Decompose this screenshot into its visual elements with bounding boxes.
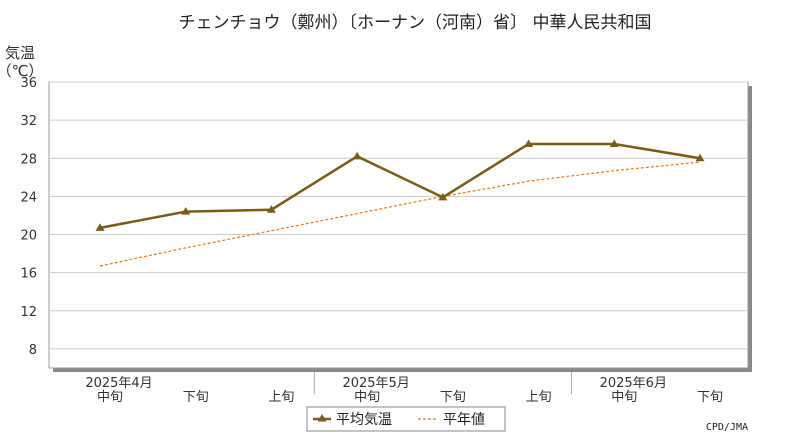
x-month-label-1: 2025年5月	[342, 376, 409, 391]
x-tick-label-0: 中旬	[97, 390, 123, 405]
series-point-average-1	[181, 207, 191, 215]
x-tick-label-2: 上旬	[268, 390, 294, 405]
y-tick-label-36: 36	[20, 76, 37, 91]
chart-title: チェンチョウ（鄭州）〔ホーナン（河南）省〕 中華人民共和国	[179, 13, 652, 33]
legend-label-avg: 平均気温	[336, 412, 392, 428]
series-point-average-3	[352, 151, 362, 160]
x-tick-label-7: 下旬	[697, 390, 723, 405]
y-tick-label-28: 28	[20, 152, 37, 167]
series-point-average-2	[266, 205, 276, 213]
grid-lines	[49, 81, 748, 350]
y-tick-label-12: 12	[20, 305, 37, 320]
plot-area	[48, 81, 749, 369]
legend-box	[306, 406, 506, 432]
y-tick-label-24: 24	[20, 190, 37, 205]
x-month-label-2: 2025年6月	[600, 376, 667, 391]
x-tick-label-1: 下旬	[183, 390, 209, 405]
series-layer	[95, 139, 705, 267]
x-month-label-0: 2025年4月	[85, 376, 152, 391]
legend-marker-avg	[317, 414, 327, 422]
series-point-average-7	[695, 153, 705, 162]
series-point-average-0	[95, 223, 105, 231]
series-line-average	[99, 142, 701, 230]
series-point-average-6	[609, 139, 619, 147]
y-axis-unit: （℃）	[0, 62, 43, 80]
x-tick-label-4: 下旬	[440, 390, 466, 405]
series-point-average-4	[438, 192, 448, 201]
x-tick-label-5: 上旬	[526, 390, 552, 405]
legend: 平均気温 平年値	[306, 406, 506, 432]
y-tick-label-8: 8	[29, 343, 37, 358]
x-tick-labels: 中旬 下旬 上旬 中旬 下旬 上旬 中旬 下旬	[97, 390, 723, 405]
credit: CPD/JMA	[706, 422, 748, 433]
x-tick-label-6: 中旬	[611, 390, 637, 405]
series-line-normal	[99, 161, 701, 267]
y-tick-label-20: 20	[20, 229, 37, 244]
x-tick-label-3: 中旬	[354, 390, 380, 405]
series-point-average-5	[524, 139, 534, 147]
x-month-separators	[313, 372, 572, 394]
y-tick-label-32: 32	[20, 114, 37, 129]
x-month-labels: 2025年4月 2025年5月 2025年6月	[85, 376, 667, 391]
legend-label-normal: 平年値	[443, 412, 485, 428]
y-axis-label: 気温	[5, 44, 35, 62]
y-tick-labels: 8 12 16 20 24 28 32 36	[20, 76, 37, 358]
y-tick-label-16: 16	[20, 267, 37, 282]
